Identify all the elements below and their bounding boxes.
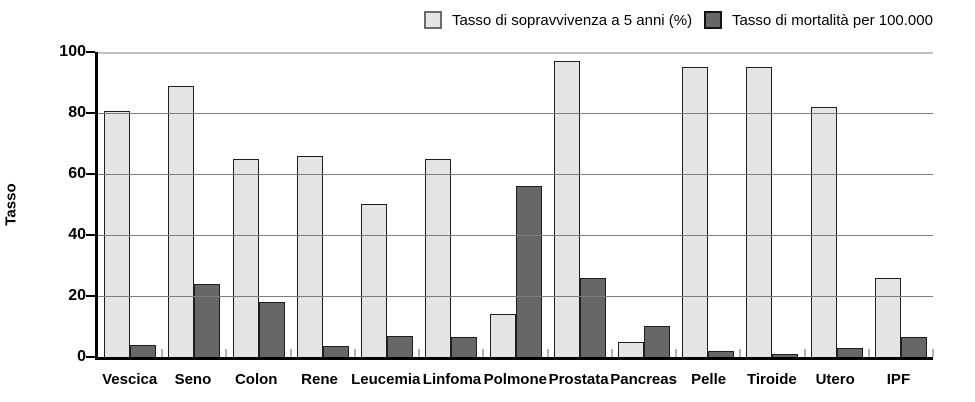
gridline-80 <box>98 113 933 114</box>
y-tick-mark-60 <box>86 173 95 175</box>
x-boundary-tick <box>289 349 292 357</box>
x-label-linfoma: Linfoma <box>422 371 482 388</box>
bar-pelle-mortalita <box>708 351 735 357</box>
bar-colon-sopravvivenza <box>232 159 259 357</box>
bar-rene-sopravvivenza <box>296 156 323 357</box>
legend-swatch-survival <box>424 11 442 29</box>
bar-colon-mortalita <box>258 302 285 357</box>
x-boundary-tick <box>610 349 613 357</box>
x-label-vescica: Vescica <box>102 371 158 388</box>
bar-vescica-sopravvivenza <box>104 111 131 357</box>
bar-group-ipf <box>869 52 935 357</box>
legend-item-mortality: Tasso di mortalità per 100.000 <box>704 11 933 29</box>
y-tick-mark-40 <box>86 234 95 236</box>
bar-utero-mortalita <box>836 348 863 357</box>
x-boundary-tick <box>803 349 806 357</box>
x-label-seno: Seno <box>174 371 212 388</box>
bar-prostata-sopravvivenza <box>553 61 580 357</box>
bar-tiroide-sopravvivenza <box>746 67 773 357</box>
x-label-ipf: IPF <box>886 371 911 388</box>
gridline-40 <box>98 235 933 236</box>
bar-seno-mortalita <box>194 284 221 357</box>
legend-label-mortality: Tasso di mortalità per 100.000 <box>732 11 933 29</box>
bar-polmone-mortalita <box>515 186 542 357</box>
x-boundary-tick <box>418 349 421 357</box>
x-label-pancreas: Pancreas <box>610 371 677 388</box>
gridline-100 <box>98 52 933 54</box>
bar-group-seno <box>162 52 228 357</box>
y-tick-mark-80 <box>86 112 95 114</box>
x-boundary-tick <box>739 349 742 357</box>
bar-group-prostata <box>548 52 613 357</box>
y-tick-label-60: 60 <box>68 165 86 182</box>
plot-area <box>95 52 935 360</box>
bar-group-pancreas <box>612 52 678 357</box>
bar-seno-sopravvivenza <box>168 86 195 357</box>
x-boundary-tick <box>353 349 356 357</box>
bar-group-rene <box>291 52 356 357</box>
bar-group-pelle <box>676 52 742 357</box>
x-label-pelle: Pelle <box>691 371 727 388</box>
x-label-prostata: Prostata <box>548 371 609 388</box>
x-label-utero: Utero <box>815 371 855 388</box>
bar-groups <box>98 52 935 357</box>
bar-linfoma-mortalita <box>451 337 478 357</box>
legend-label-survival: Tasso di sopravvivenza a 5 anni (%) <box>452 11 693 29</box>
bar-group-colon <box>226 52 292 357</box>
legend-item-survival: Tasso di sopravvivenza a 5 anni (%) <box>424 11 692 29</box>
bar-group-utero <box>805 52 870 357</box>
x-boundary-tick <box>161 349 164 357</box>
bar-group-vescica <box>98 52 164 357</box>
bar-rene-mortalita <box>322 346 349 357</box>
bar-group-linfoma <box>419 52 485 357</box>
x-boundary-tick <box>225 349 228 357</box>
y-tick-mark-0 <box>86 356 95 358</box>
x-axis-labels: Vescica Seno Colon Rene Leucemia Linfoma Polmo… <box>98 371 930 388</box>
bar-pancreas-sopravvivenza <box>617 342 644 357</box>
bar-ipf-sopravvivenza <box>874 278 901 357</box>
bar-group-tiroide <box>740 52 806 357</box>
bar-tiroide-mortalita <box>772 354 799 357</box>
bar-ipf-mortalita <box>900 337 927 357</box>
bar-linfoma-sopravvivenza <box>425 159 452 357</box>
y-axis-title: Tasso <box>2 183 20 226</box>
bar-leucemia-sopravvivenza <box>361 204 388 357</box>
y-tick-label-0: 0 <box>77 348 86 365</box>
y-tick-label-100: 100 <box>59 43 86 60</box>
legend-swatch-mortality <box>704 11 722 29</box>
bar-utero-sopravvivenza <box>810 107 837 357</box>
x-label-tiroide: Tiroide <box>747 371 797 388</box>
x-boundary-tick <box>675 349 678 357</box>
x-boundary-tick <box>867 349 870 357</box>
bar-prostata-mortalita <box>579 278 606 357</box>
y-tick-label-80: 80 <box>68 104 86 121</box>
x-boundary-tick <box>546 349 549 357</box>
bar-vescica-mortalita <box>130 345 157 357</box>
x-boundary-tick <box>932 349 935 357</box>
x-label-rene: Rene <box>301 371 338 388</box>
x-label-colon: Colon <box>234 371 278 388</box>
y-tick-label-40: 40 <box>68 226 86 243</box>
y-tick-mark-20 <box>86 295 95 297</box>
x-label-polmone: Polmone <box>483 371 547 388</box>
bar-leucemia-mortalita <box>387 336 414 357</box>
gridline-60 <box>98 174 933 175</box>
bar-group-leucemia <box>355 52 421 357</box>
bar-pancreas-mortalita <box>643 326 670 357</box>
bar-group-polmone <box>483 52 549 357</box>
gridline-20 <box>98 296 933 297</box>
bar-pelle-sopravvivenza <box>682 67 709 357</box>
bar-polmone-sopravvivenza <box>489 314 516 357</box>
x-boundary-tick <box>482 349 485 357</box>
y-tick-label-20: 20 <box>68 287 86 304</box>
y-tick-mark-100 <box>86 51 95 53</box>
x-label-leucemia: Leucemia <box>351 371 421 388</box>
